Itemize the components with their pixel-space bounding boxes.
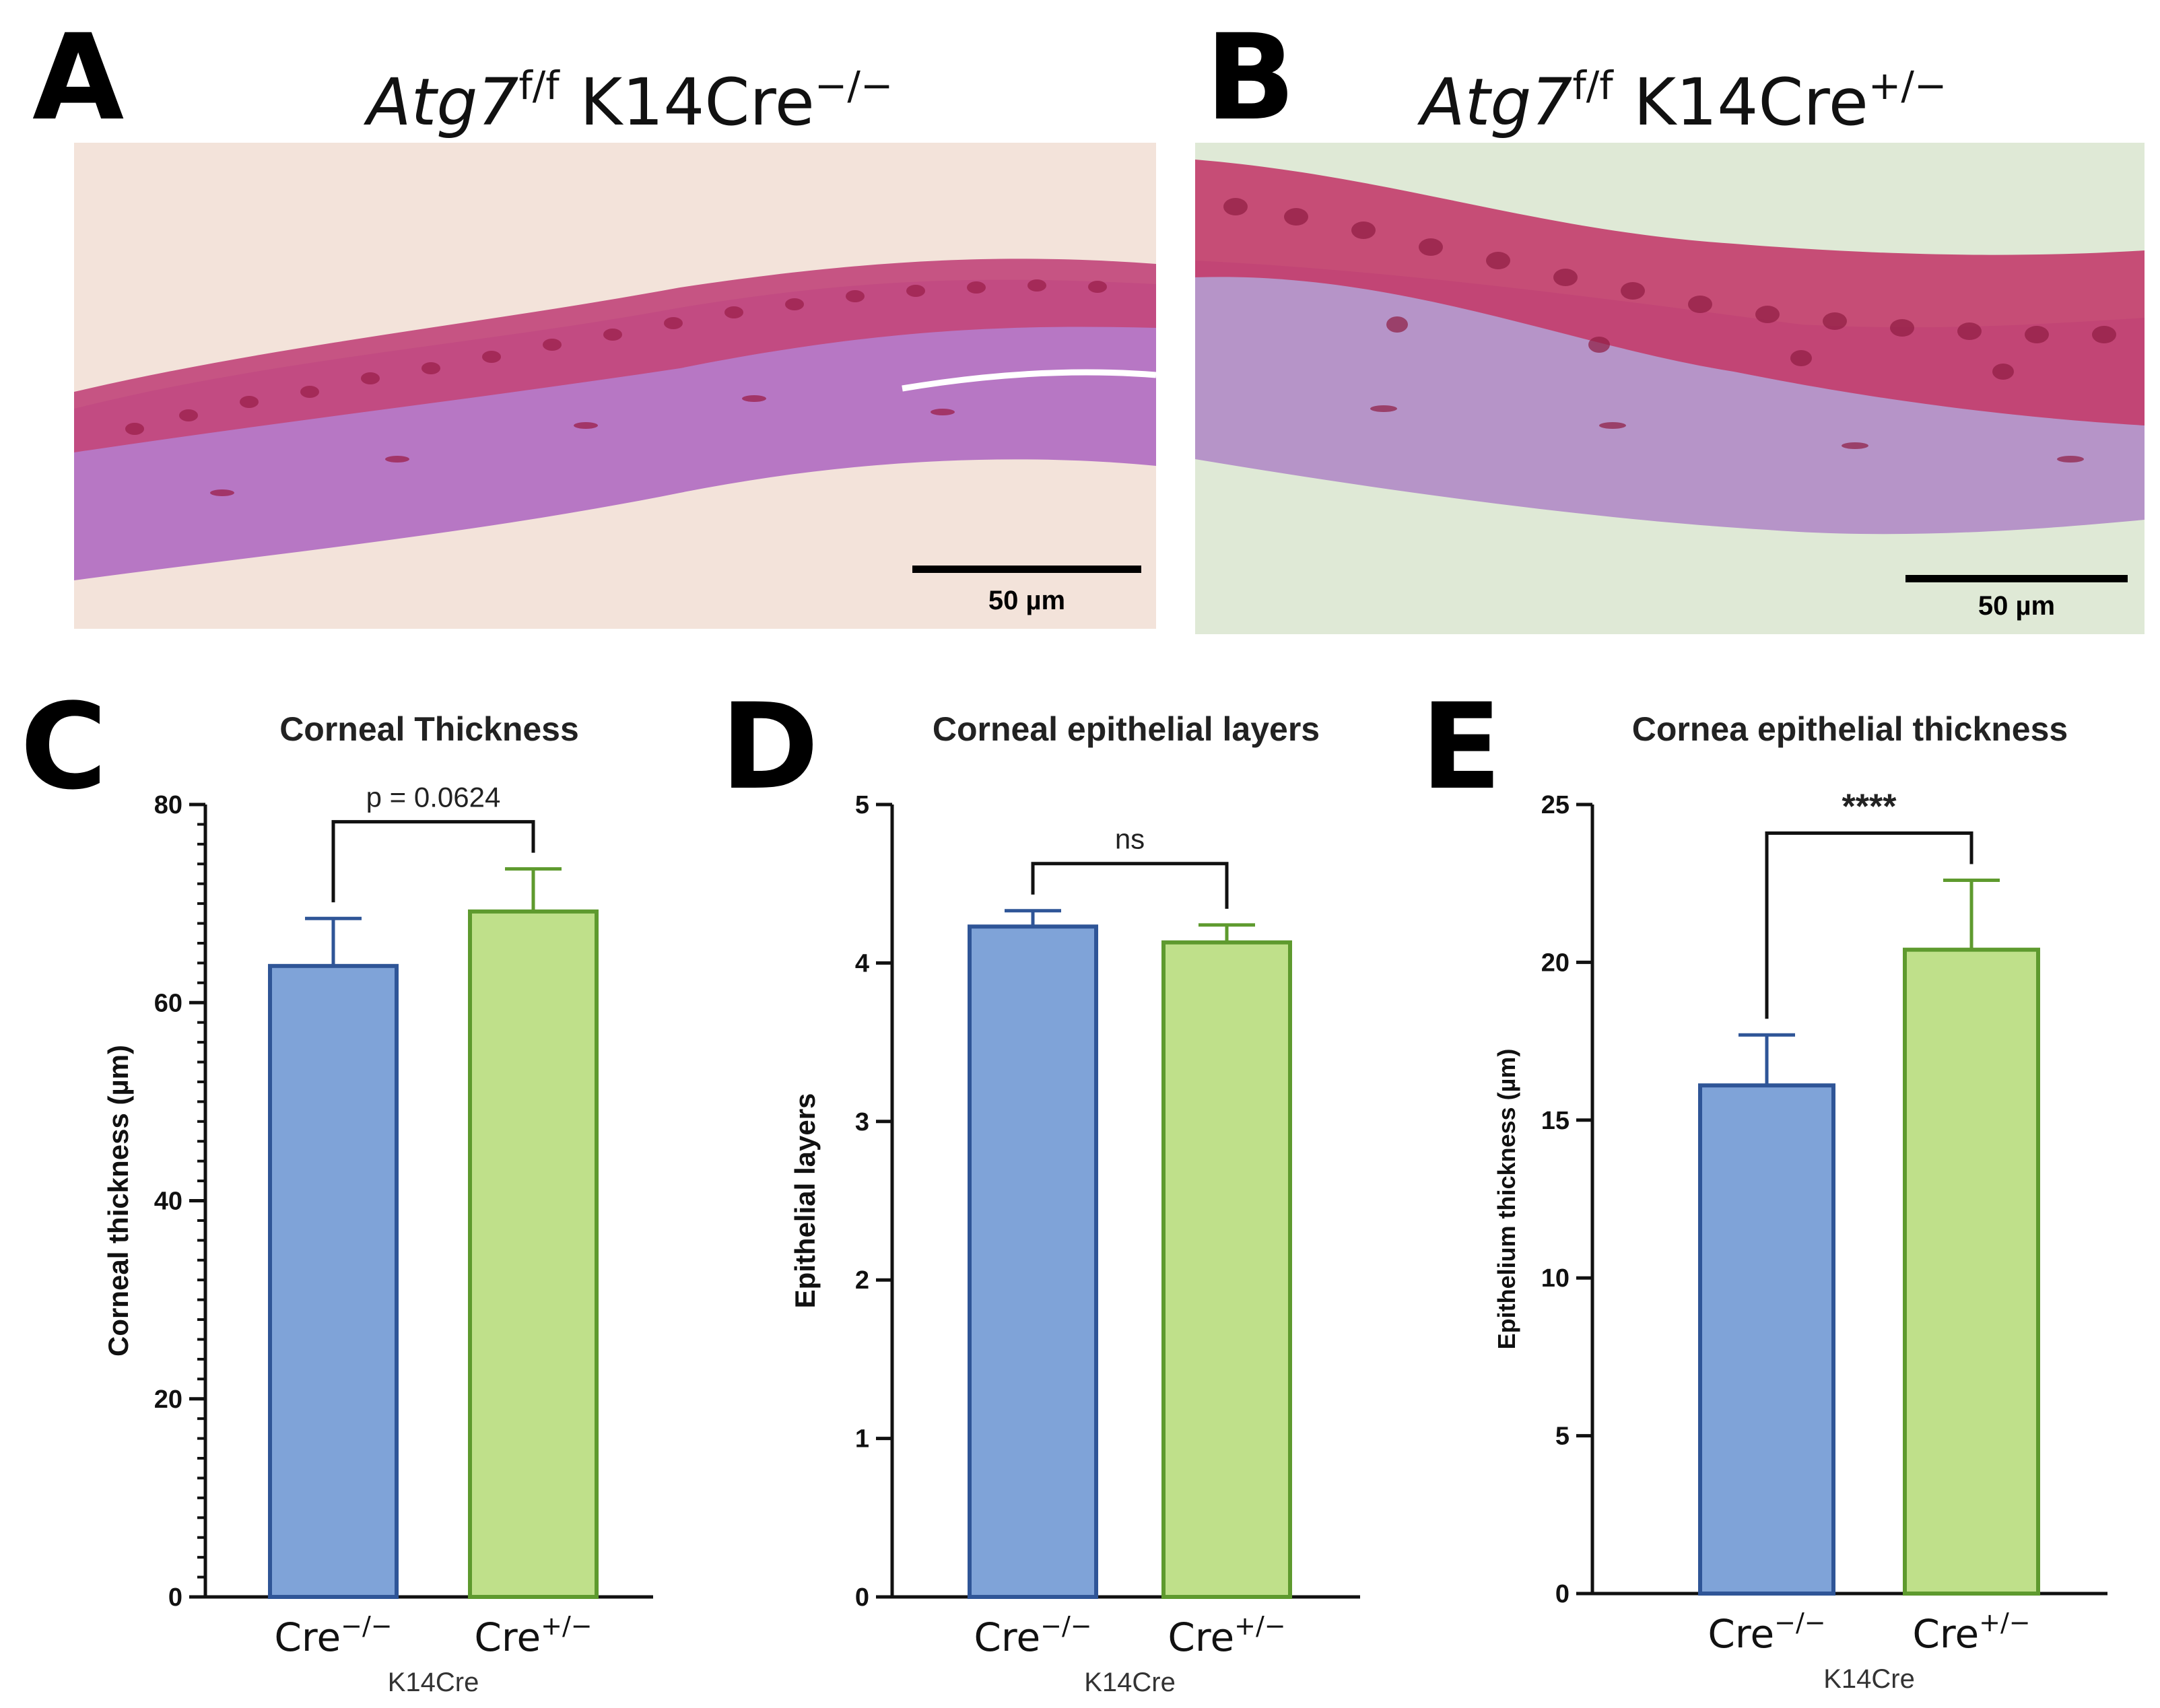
micrograph-b-image (1195, 143, 2145, 634)
micrograph-a-scale-label: 50 µm (988, 586, 1066, 615)
chart-c-x-tick-label: Cre−/− (274, 1611, 392, 1660)
panel-letter-e: E (1421, 678, 1501, 816)
panel-b-title: Atg7f/f K14Cre+/− (1421, 66, 1947, 135)
chart-c-x-label: K14Cre (388, 1668, 479, 1697)
chart-c-x-tick-label-sup: −/− (341, 1611, 392, 1641)
chart-e-significance-bracket (1765, 831, 1973, 1019)
micrograph-b (1195, 143, 2145, 634)
chart-e-x-tick-label-sup: +/− (1979, 1608, 2030, 1637)
chart-c-bar (268, 963, 399, 1600)
chart-d-y-label: Epithelial layers (789, 1093, 821, 1309)
chart-d-x-tick-label-sup: −/− (1040, 1611, 1091, 1641)
chart-e-significance-label: **** (1842, 788, 1897, 827)
chart-c-significance-label: p = 0.0624 (366, 782, 501, 813)
chart-d-y-tick-label: 4 (855, 949, 869, 978)
chart-d: D Corneal epithelial layers 0 1 2 3 4 5 Epitheli… (714, 678, 1400, 1708)
micrograph-a (74, 143, 1156, 629)
micrograph-a-nuclei (125, 279, 1107, 496)
panel-b-title-cre-sup: +/− (1868, 63, 1947, 108)
chart-e-y-tick-label: 25 (1541, 791, 1570, 819)
micrograph-b-nuclei (1223, 198, 2116, 463)
chart-d-y-tick-label: 1 (855, 1425, 869, 1454)
chart-c-y-tick-label: 0 (168, 1583, 182, 1612)
chart-e-y-label: Epithelium thickness (µm) (1493, 1049, 1520, 1350)
chart-e-x-label: K14Cre (1823, 1664, 1915, 1694)
chart-d-y-tick-label: 0 (855, 1583, 869, 1612)
chart-e-bar (1903, 947, 2040, 1596)
chart-c-x-tick-label: Cre+/− (474, 1611, 592, 1660)
chart-d-x-tick-label-base: Cre (1168, 1614, 1234, 1660)
panel-a-title: Atg7f/f K14Cre−/− (367, 66, 893, 135)
micrograph-a-scale-bar (912, 566, 1141, 573)
chart-c-y-tick-label: 20 (154, 1386, 182, 1414)
chart-e-title: Cornea epithelial thickness (1632, 710, 2068, 748)
panel-a-title-cre: K14Cre (559, 65, 815, 140)
chart-e-y-tick-label: 20 (1541, 949, 1570, 977)
panel-letter-c: C (20, 678, 107, 816)
chart-e-svg: E Cornea epithelial thickness 0 5 10 15 20 25 Ep… (1421, 678, 2107, 1694)
panel-a-title-gene: Atg7 (367, 65, 519, 140)
chart-d-y-tick-label: 2 (855, 1266, 869, 1295)
micrograph-b-scale-label: 50 µm (1978, 591, 2056, 621)
panel-a-title-cre-sup: −/− (814, 63, 893, 108)
chart-d-significance-label: ns (1115, 823, 1145, 855)
panel-letter-b: B (1205, 9, 1296, 147)
chart-d-x-tick-label: Cre−/− (974, 1611, 1091, 1660)
chart-d-y-tick-label: 5 (855, 791, 869, 819)
micrograph-b-epithelium (1195, 160, 2145, 425)
panel-b-title-cre: K14Cre (1613, 65, 1868, 140)
chart-d-x-tick-label-base: Cre (974, 1614, 1040, 1660)
micrograph-a-stroma (74, 279, 1156, 580)
chart-c-svg: C Corneal Thickness 0 20 40 60 80 Corneal thick… (20, 678, 653, 1697)
chart-d-svg: D Corneal epithelial layers 0 1 2 3 4 5 Epitheli… (720, 678, 1360, 1697)
chart-e: E Cornea epithelial thickness 0 5 10 15 20 25 Ep… (1414, 678, 2148, 1708)
micrograph-a-epithelium (74, 259, 1156, 452)
chart-c-x-tick-label-base: Cre (274, 1614, 341, 1660)
chart-e-y-tick-label: 0 (1555, 1580, 1570, 1608)
chart-d-bar (1161, 940, 1292, 1600)
chart-e-x-tick-label-sup: −/− (1774, 1608, 1825, 1637)
chart-c-y-tick-label: 60 (154, 989, 182, 1017)
micrograph-a-image (74, 143, 1156, 629)
chart-d-bar (968, 924, 1098, 1599)
micrograph-b-scale-bar (1905, 575, 2128, 582)
chart-e-y-tick-label: 10 (1541, 1264, 1570, 1293)
micrograph-a-crack (902, 369, 1156, 392)
chart-c-title: Corneal Thickness (279, 710, 579, 748)
panel-letter-a: A (32, 9, 125, 147)
chart-d-x-tick-label-sup: +/− (1234, 1611, 1285, 1641)
panel-letter-d: D (720, 678, 819, 816)
chart-c-y-tick-label: 80 (154, 791, 182, 819)
chart-d-x-tick-label: Cre+/− (1168, 1611, 1285, 1660)
chart-c-x-tick-label-base: Cre (474, 1614, 541, 1660)
chart-d-significance-bracket (1031, 862, 1229, 909)
chart-d-title: Corneal epithelial layers (933, 710, 1320, 748)
chart-e-x-tick-label-base: Cre (1708, 1611, 1774, 1657)
panel-b-title-gene: Atg7 (1421, 65, 1573, 140)
chart-d-x-label: K14Cre (1084, 1668, 1176, 1697)
chart-e-y-tick-label: 15 (1541, 1107, 1570, 1135)
chart-c-y-label: Corneal thickness (µm) (102, 1045, 134, 1357)
chart-e-bar (1698, 1083, 1835, 1596)
chart-e-x-tick-label-base: Cre (1912, 1611, 1979, 1657)
chart-c-x-tick-label-sup: +/− (541, 1611, 592, 1641)
chart-e-y-tick-label: 5 (1555, 1423, 1570, 1451)
panel-b-title-gene-sup: f/f (1572, 63, 1613, 108)
chart-e-x-tick-label: Cre−/− (1708, 1608, 1825, 1657)
chart-c-significance-bracket (331, 820, 535, 903)
panel-a-title-gene-sup: f/f (518, 63, 560, 108)
chart-c-bar (468, 909, 599, 1599)
chart-d-y-tick-label: 3 (855, 1108, 869, 1136)
chart-c: C Corneal Thickness 0 20 40 60 80 Corneal thick… (13, 678, 700, 1708)
chart-e-x-tick-label: Cre+/− (1912, 1608, 2030, 1657)
chart-c-y-tick-label: 40 (154, 1188, 182, 1216)
